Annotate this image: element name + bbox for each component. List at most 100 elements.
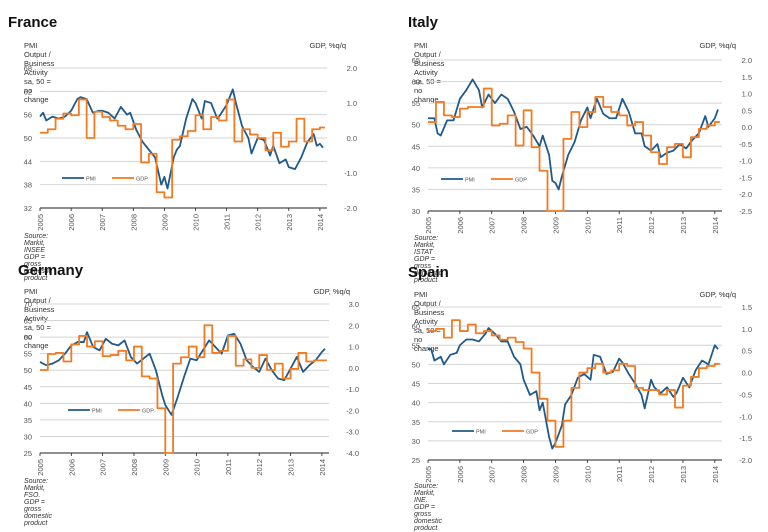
y-tick-left: 65 [24, 317, 32, 326]
right-axis-label: GDP, %q/q [699, 41, 736, 50]
y-tick-left: 35 [24, 416, 32, 425]
y-tick-left: 30 [412, 437, 420, 446]
y-tick-left: 56 [24, 111, 32, 120]
x-tick-label: 2011 [223, 214, 232, 230]
y-tick-right: 1.0 [742, 90, 752, 99]
series-line-gdp [428, 87, 720, 212]
y-tick-right: -2.5 [739, 207, 752, 216]
x-tick-label: 2009 [160, 214, 169, 231]
x-tick-label: 2009 [161, 459, 170, 476]
y-tick-left: 44 [24, 157, 32, 166]
y-tick-right: 2.0 [347, 64, 357, 73]
chart-france: 68 62 56 50 44 38 32 2.0 1.0 0.0 -1.0 -2.0 2005 2006 2… [24, 64, 357, 231]
chart-subtitle: PMI Output / Business Activity sa, 50 = … [24, 287, 55, 350]
chart-subtitle: PMI Output / Business Activity sa, 50 = … [414, 41, 445, 104]
x-tick-label: 2006 [67, 214, 76, 231]
legend: PMI GDP [441, 178, 527, 184]
chart-germany: 70 65 60 55 50 45 40 35 30 25 3.0 2.0 1.0 0.0 -1.0 -2.0… [24, 300, 359, 476]
chart-title: France [8, 14, 58, 31]
x-tick-label: 2006 [67, 459, 76, 476]
y-tick-right: 0.0 [742, 369, 752, 378]
x-tick-label: 2011 [224, 459, 233, 475]
y-tick-left: 60 [412, 322, 420, 331]
y-tick-left: 55 [412, 99, 420, 108]
y-tick-right: 1.0 [347, 99, 357, 108]
chart-title: Germany [18, 262, 84, 279]
y-tick-right: -2.0 [344, 204, 357, 213]
x-tick-label: 2005 [424, 466, 433, 483]
x-tick-label: 2010 [191, 214, 200, 231]
y-tick-right: 0.5 [742, 106, 752, 115]
chart-subtitle: PMI Output / Business Activity sa, 50 = … [414, 290, 445, 353]
y-tick-left: 50 [24, 134, 32, 143]
x-tick-label: 2007 [488, 217, 497, 234]
chart-italy: 65 60 55 50 45 40 35 30 2.0 1.5 1.0 0.5 0.0 -0.5 -1.0 -… [412, 56, 752, 234]
right-axis-label: GDP, %q/q [313, 287, 350, 296]
chart-title: Italy [408, 14, 439, 31]
chart-title: Spain [408, 264, 449, 281]
legend-label-gdp: GDP [526, 430, 538, 436]
legend-label-pmi: PMI [92, 409, 102, 415]
y-tick-right: -1.0 [739, 157, 752, 166]
right-axis-label: GDP, %q/q [699, 290, 736, 299]
x-tick-label: 2009 [551, 466, 560, 483]
x-tick-label: 2006 [456, 466, 465, 483]
x-tick-label: 2010 [583, 217, 592, 234]
y-tick-right: 1.0 [349, 343, 359, 352]
y-tick-right: -2.0 [346, 406, 359, 415]
y-tick-left: 45 [412, 142, 420, 151]
y-tick-left: 25 [412, 456, 420, 465]
y-tick-right: 1.5 [742, 303, 752, 312]
y-tick-left: 30 [412, 207, 420, 216]
y-tick-right: -2.0 [739, 456, 752, 465]
y-tick-left: 32 [24, 204, 32, 213]
x-tick-label: 2011 [615, 217, 624, 233]
y-tick-right: -1.0 [344, 169, 357, 178]
chart-source: Source: Markit, INSEE GDP = gross domest… [24, 233, 53, 282]
y-tick-left: 60 [24, 333, 32, 342]
series-line-pmi [39, 88, 324, 190]
y-tick-left: 65 [412, 56, 420, 65]
legend-label-gdp: GDP [136, 177, 148, 183]
legend-label-pmi: PMI [476, 430, 486, 436]
y-tick-left: 65 [412, 303, 420, 312]
y-tick-left: 50 [412, 360, 420, 369]
x-tick-label: 2010 [583, 466, 592, 483]
x-tick-label: 2013 [679, 466, 688, 483]
y-tick-left: 38 [24, 181, 32, 190]
x-tick-label: 2012 [647, 466, 656, 483]
x-tick-label: 2012 [254, 214, 263, 231]
y-tick-left: 40 [24, 399, 32, 408]
x-tick-label: 2008 [520, 217, 529, 234]
chart-subtitle: PMI Output / Business Activity sa, 50 = … [24, 41, 55, 104]
series-line-gdp [40, 98, 325, 199]
y-tick-right: -2.0 [739, 190, 752, 199]
x-tick-label: 2011 [615, 466, 624, 482]
y-tick-right: -4.0 [346, 449, 359, 458]
series-line-gdp [40, 324, 327, 454]
y-tick-left: 68 [24, 64, 32, 73]
y-tick-left: 40 [412, 399, 420, 408]
x-tick-label: 2005 [36, 214, 45, 231]
x-tick-label: 2014 [711, 217, 720, 234]
x-tick-label: 2012 [255, 459, 264, 476]
x-tick-label: 2014 [711, 466, 720, 483]
x-tick-label: 2008 [129, 214, 138, 231]
y-tick-right: 3.0 [349, 300, 359, 309]
x-tick-label: 2009 [551, 217, 560, 234]
y-tick-left: 55 [412, 341, 420, 350]
y-tick-left: 55 [24, 350, 32, 359]
x-tick-label: 2008 [520, 466, 529, 483]
y-tick-left: 50 [24, 366, 32, 375]
legend-label-gdp: GDP [515, 178, 527, 184]
legend-label-gdp: GDP [142, 409, 154, 415]
x-tick-label: 2007 [488, 466, 497, 483]
series-line-pmi [428, 327, 719, 450]
y-tick-left: 35 [412, 185, 420, 194]
y-tick-left: 40 [412, 164, 420, 173]
chart-spain: 65 60 55 50 45 40 35 30 25 1.5 1.0 0.5 0.0 -0.5 -1.0 -1… [412, 303, 752, 483]
y-tick-right: -3.0 [346, 428, 359, 437]
y-tick-left: 45 [412, 380, 420, 389]
x-tick-label: 2013 [285, 214, 294, 231]
x-tick-label: 2007 [99, 459, 108, 476]
